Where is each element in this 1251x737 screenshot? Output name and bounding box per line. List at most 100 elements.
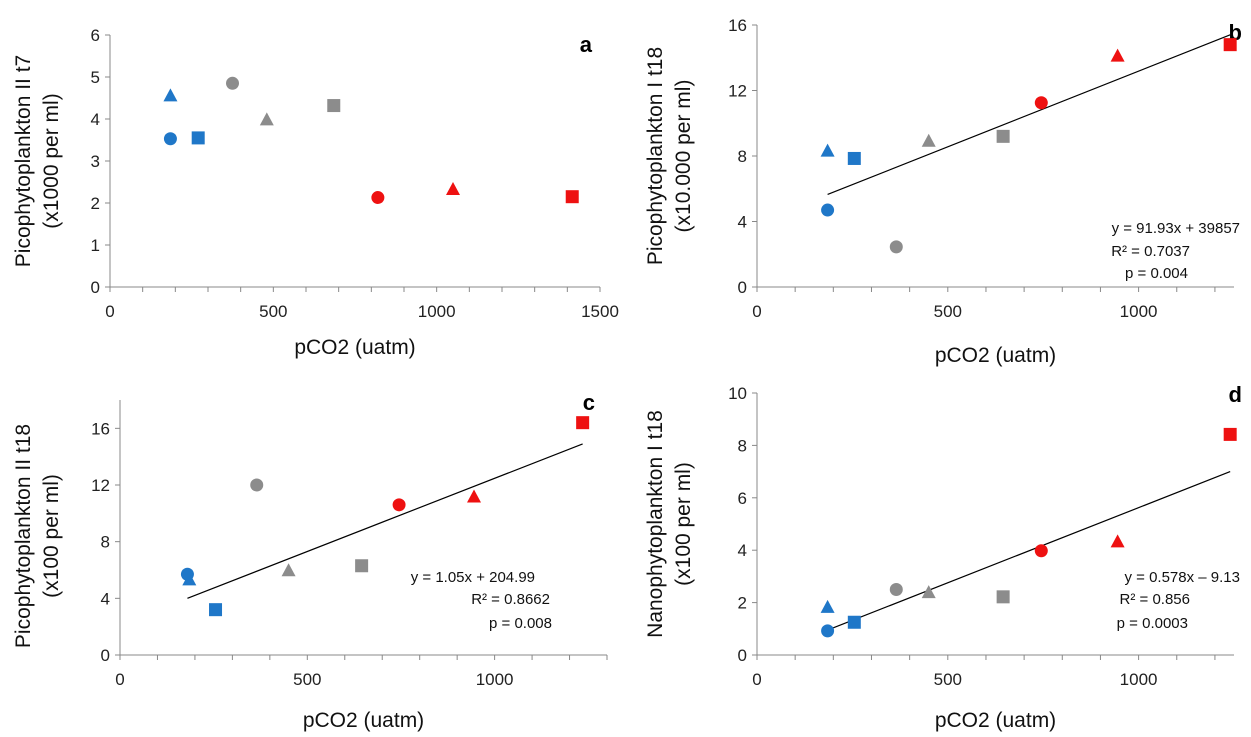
panel-letter: d (1229, 382, 1242, 407)
x-tick-label: 1000 (476, 670, 514, 689)
x-axis-label: pCO2 (uatm) (935, 709, 1056, 732)
x-tick-label: 0 (752, 670, 761, 689)
y-tick-label: 0 (738, 646, 747, 665)
data-point-square (576, 416, 590, 430)
data-point-square (996, 590, 1010, 604)
data-point-circle (889, 240, 903, 254)
y-tick-label: 1 (91, 236, 100, 255)
data-point-triangle (820, 143, 835, 157)
regression-annotation: R² = 0.8662 (471, 591, 550, 608)
trendline (187, 443, 583, 599)
trendline (827, 471, 1231, 631)
y-tick-label: 16 (91, 419, 110, 438)
y-tick-label: 3 (91, 152, 100, 171)
regression-annotation: R² = 0.856 (1120, 591, 1190, 608)
data-point-square (1223, 427, 1237, 441)
y-tick-label: 0 (738, 278, 747, 297)
y-tick-label: 0 (91, 278, 100, 297)
y-tick-label: 8 (738, 147, 747, 166)
y-axis-label: (x100 per ml) (672, 462, 695, 586)
y-tick-label: 12 (91, 476, 110, 495)
data-point-triangle (259, 112, 274, 126)
data-point-square (355, 559, 369, 573)
y-axis-label: Picophytoplankton II t18 (12, 424, 35, 648)
x-tick-label: 500 (934, 302, 962, 321)
data-point-triangle (1110, 534, 1125, 548)
y-tick-label: 0 (101, 646, 110, 665)
panel-c: 0 4 8 12 16 0 500 1000 pCO2 (uatm) Picophytoplank… (12, 390, 608, 732)
x-tick-label: 0 (105, 302, 114, 321)
y-tick-label: 16 (728, 16, 747, 35)
x-axis-label: pCO2 (uatm) (303, 709, 424, 732)
data-point-square (847, 151, 861, 165)
regression-annotation: p = 0.0003 (1117, 615, 1188, 632)
data-point-square (327, 99, 341, 113)
y-tick-label: 6 (91, 26, 100, 45)
trendline (827, 34, 1231, 196)
data-point-triangle (446, 182, 460, 196)
panel-a: 0 1 2 3 4 5 6 0 500 1000 1500 pCO2 (uatm) Picophytop… (12, 26, 619, 359)
y-axis-label: Nanophytoplankton I t18 (644, 410, 667, 638)
data-point-circle (180, 567, 194, 581)
data-point-circle (226, 76, 239, 90)
data-point-triangle (820, 599, 835, 613)
data-point-triangle (921, 585, 936, 599)
x-tick-label: 1500 (581, 302, 619, 321)
regression-annotation: p = 0.008 (489, 615, 552, 632)
y-tick-label: 8 (738, 436, 747, 455)
y-axis-label: Picophytoplankton II t7 (12, 55, 35, 267)
x-axis-label: pCO2 (uatm) (935, 344, 1056, 367)
x-tick-label: 1000 (1120, 302, 1158, 321)
panel-b: 0 4 8 12 16 0 500 1000 pCO2 (uatm) Picophytoplank… (644, 16, 1242, 367)
data-point-circle (1034, 544, 1048, 558)
data-point-circle (250, 478, 264, 492)
y-tick-label: 4 (738, 213, 747, 232)
x-tick-label: 500 (293, 670, 321, 689)
data-point-triangle (163, 88, 178, 102)
data-point-square (847, 615, 861, 629)
data-point-square (565, 190, 579, 204)
data-point-circle (163, 132, 177, 146)
y-tick-label: 8 (101, 533, 110, 552)
x-tick-label: 1000 (418, 302, 456, 321)
y-axis-label: Picophytoplankton I t18 (644, 47, 667, 265)
panel-letter: c (583, 390, 595, 415)
x-tick-label: 0 (752, 302, 761, 321)
data-point-triangle (921, 133, 936, 147)
y-tick-label: 12 (728, 82, 747, 101)
data-point-circle (821, 624, 835, 638)
x-tick-label: 500 (259, 302, 287, 321)
y-tick-label: 4 (101, 589, 110, 608)
y-axis-label: (x100 per ml) (40, 474, 63, 598)
data-point-circle (392, 498, 406, 512)
y-tick-label: 5 (91, 68, 100, 87)
y-axis-label: (x10.000 per ml) (672, 80, 695, 233)
data-point-square (209, 603, 223, 617)
x-tick-label: 0 (115, 670, 124, 689)
regression-annotation: y = 0.578x – 9.13 (1124, 569, 1240, 586)
y-axis-label: (x1000 per ml) (40, 93, 63, 228)
y-tick-label: 2 (738, 594, 747, 613)
x-tick-label: 1000 (1120, 670, 1158, 689)
y-tick-label: 6 (738, 489, 747, 508)
data-point-square (191, 131, 205, 145)
data-point-square (1223, 38, 1237, 52)
panel-letter: a (580, 32, 593, 57)
panel-d: 0 2 4 6 8 10 0 500 1000 pCO2 (uatm) Nanophytoplank… (644, 382, 1242, 732)
data-point-circle (821, 203, 835, 217)
y-tick-label: 10 (728, 384, 747, 403)
data-point-triangle (1110, 48, 1125, 62)
y-tick-label: 4 (91, 110, 100, 129)
x-tick-label: 500 (934, 670, 962, 689)
x-axis-label: pCO2 (uatm) (294, 336, 415, 359)
data-point-circle (371, 191, 385, 205)
regression-annotation: y = 91.93x + 39857 (1112, 220, 1240, 237)
regression-annotation: p = 0.004 (1125, 265, 1188, 282)
data-point-triangle (281, 563, 296, 577)
y-tick-label: 4 (738, 541, 747, 560)
data-point-circle (1034, 96, 1048, 110)
y-tick-label: 2 (91, 194, 100, 213)
regression-annotation: R² = 0.7037 (1111, 243, 1190, 260)
data-point-triangle (467, 489, 482, 503)
